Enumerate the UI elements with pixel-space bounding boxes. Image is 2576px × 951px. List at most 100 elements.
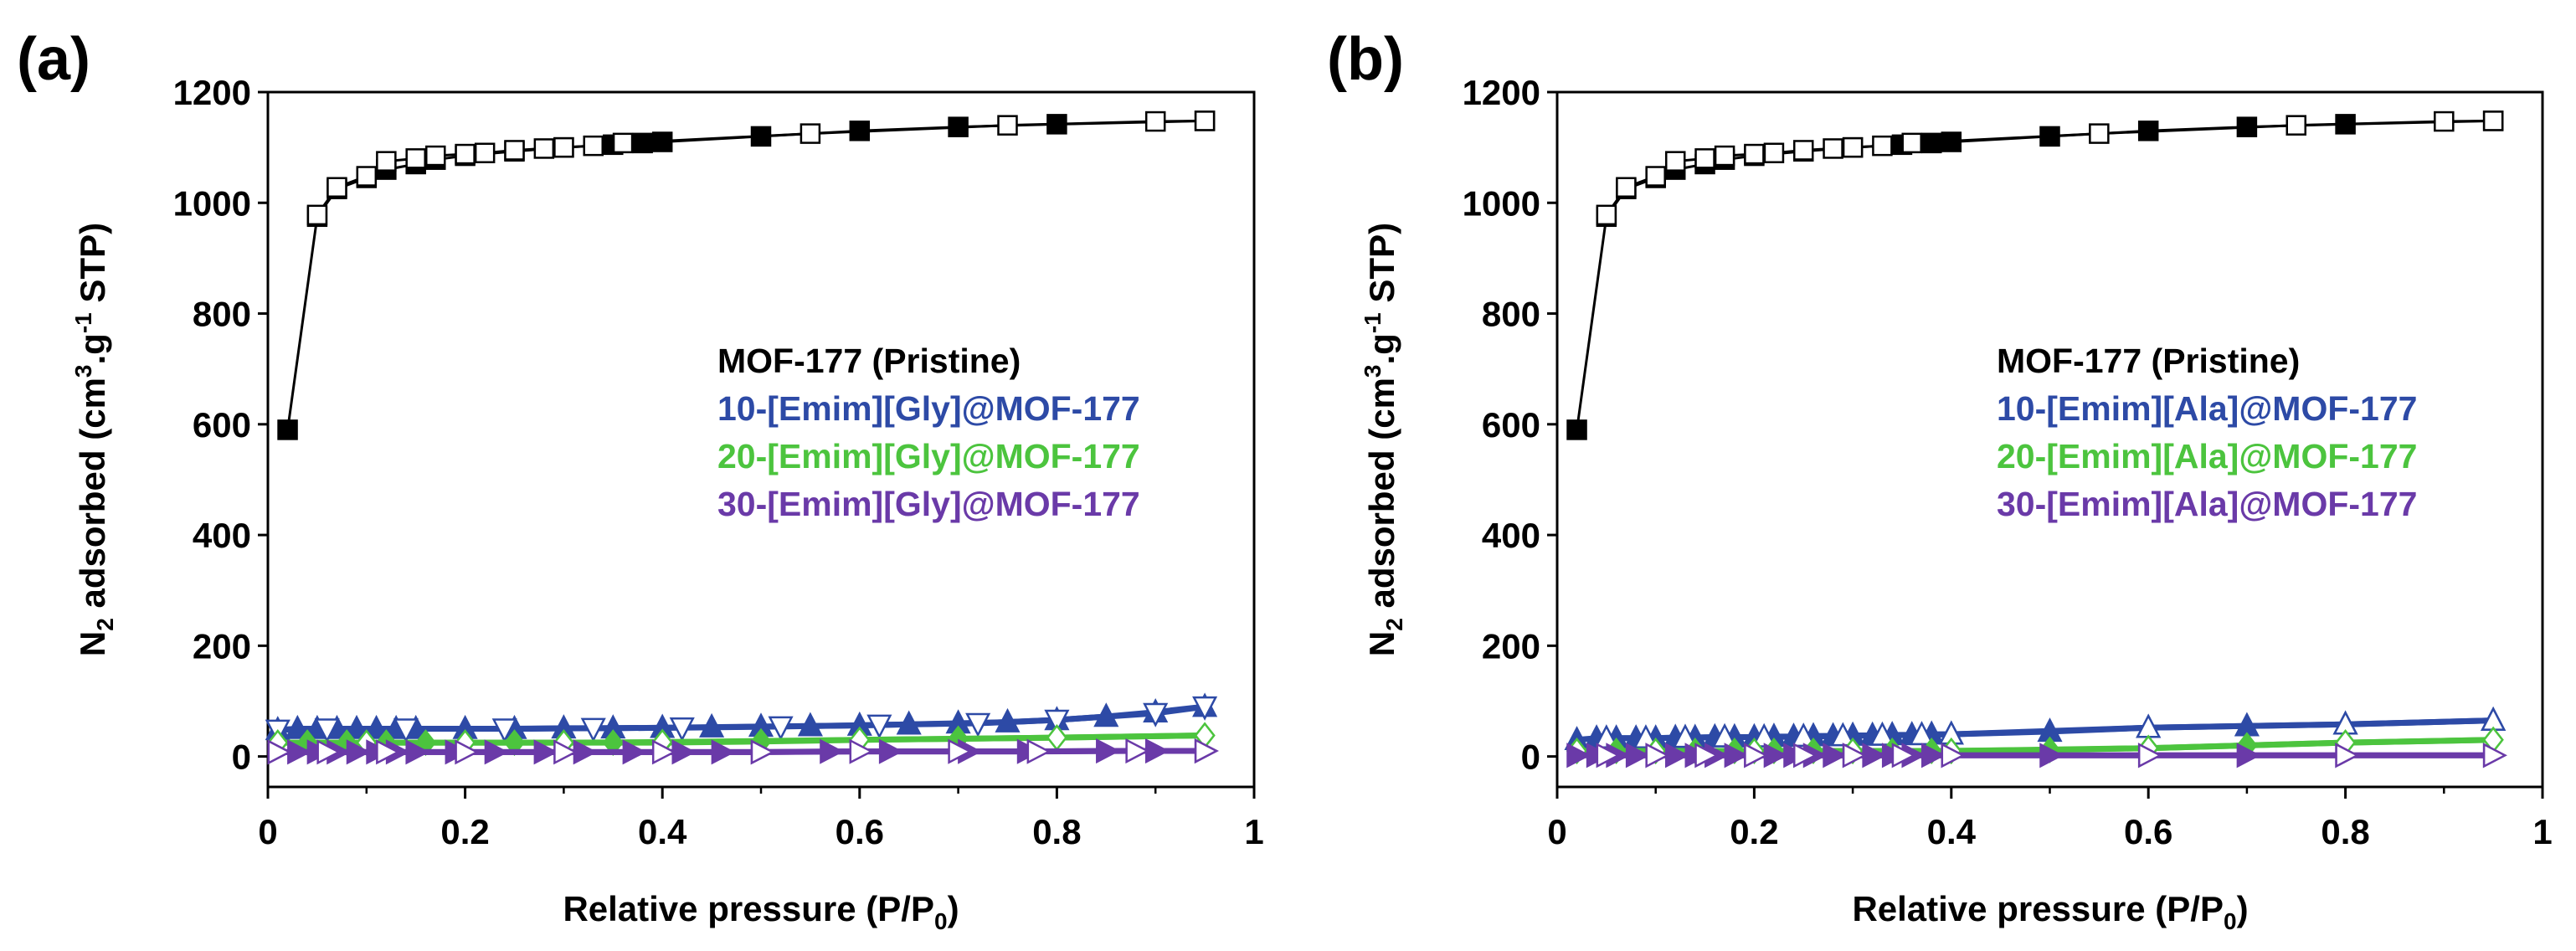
y-tick-label: 200 — [193, 626, 251, 666]
desorption-point — [768, 716, 794, 741]
desorption-point — [455, 143, 476, 165]
series-3 — [267, 738, 1219, 765]
desorption-point — [1192, 696, 1218, 721]
x-tick-label: 0.6 — [836, 812, 884, 851]
series-0 — [1566, 111, 2504, 440]
desorption-point — [1714, 145, 1735, 167]
y-tick-label: 0 — [1521, 738, 1540, 777]
desorption-point — [2482, 111, 2504, 131]
desorption-line — [277, 703, 1206, 733]
x-tick-label: 0 — [258, 812, 277, 851]
desorption-point — [1842, 743, 1867, 769]
x-axis-label: Relative pressure (P/P0) — [563, 889, 959, 934]
x-tick-label: 0.4 — [638, 812, 687, 851]
panel-a: (a) 0 0.2 0.4 0.6 0.8 1 0 200 400 600 800 1000 1200 Re… — [17, 26, 1264, 934]
x-tick-label: 0.8 — [1032, 812, 1081, 851]
desorption-point — [1694, 148, 1715, 169]
desorption-point — [1596, 204, 1617, 226]
y-tick-label: 1200 — [173, 73, 251, 112]
desorption-point — [316, 739, 342, 765]
desorption-point — [2434, 111, 2455, 132]
panel-label: (b) — [1327, 26, 1404, 93]
y-tick-label: 600 — [193, 405, 251, 445]
x-tick-label: 0.4 — [1927, 812, 1977, 851]
x-tick-label: 1 — [2532, 812, 2552, 851]
desorption-point — [326, 177, 347, 198]
desorption-point — [553, 136, 574, 158]
desorption-point — [997, 115, 1018, 136]
desorption-point — [504, 140, 525, 161]
desorption-point — [2482, 743, 2507, 769]
desorption-point — [1744, 143, 1765, 165]
desorption-point — [1645, 743, 1670, 769]
panel-label: (a) — [17, 26, 90, 93]
adsorption-point — [1566, 743, 1591, 769]
series-3 — [1566, 743, 2507, 769]
desorption-point — [1872, 135, 1893, 157]
desorption-point — [1793, 140, 1814, 161]
x-tick-label: 0.6 — [2124, 812, 2172, 851]
desorption-point — [1125, 738, 1150, 764]
x-tick-label: 0.2 — [440, 812, 489, 851]
x-tick-label: 0.8 — [2321, 812, 2369, 851]
desorption-point — [750, 739, 775, 765]
desorption-point — [405, 148, 426, 169]
desorption-point — [533, 138, 555, 159]
y-tick-label: 400 — [193, 516, 251, 555]
desorption-line — [1605, 119, 2494, 216]
desorption-point — [376, 151, 397, 172]
desorption-point — [1891, 743, 1916, 769]
desorption-point — [1194, 111, 1216, 131]
x-axis-label: Relative pressure (P/P0) — [1852, 889, 2248, 934]
desorption-point — [965, 712, 991, 738]
desorption-line — [277, 732, 1206, 746]
desorption-point — [1144, 111, 1166, 132]
desorption-point — [1901, 132, 1922, 154]
legend-entry: MOF-177 (Pristine) — [717, 342, 1021, 380]
desorption-point — [1645, 166, 1666, 187]
desorption-point — [948, 738, 973, 764]
desorption-point — [1823, 138, 1843, 159]
desorption-point — [267, 739, 292, 765]
desorption-point — [669, 717, 695, 742]
adsorption-point — [1566, 419, 1587, 440]
desorption-line — [316, 119, 1206, 216]
desorption-point — [612, 132, 634, 154]
desorption-point — [1143, 702, 1169, 727]
legend-entry: 30-[Emim][Gly]@MOF-177 — [717, 485, 1140, 523]
y-tick-label: 1200 — [1463, 73, 1540, 112]
desorption-point — [800, 123, 821, 144]
adsorption-point — [277, 419, 298, 440]
desorption-point — [1842, 136, 1864, 158]
desorption-point — [1793, 743, 1818, 769]
desorption-point — [1026, 738, 1051, 764]
legend-entry: 10-[Emim][Ala]@MOF-177 — [1997, 389, 2417, 428]
panel-b: (b) 0 0.2 0.4 0.6 0.8 1 0 200 400 600 800 1000 1200 Re… — [1327, 26, 2553, 934]
desorption-point — [583, 135, 604, 157]
y-axis-label: N2 adsorbed (cm3.g-1 STP) — [1360, 223, 1407, 656]
desorption-point — [2089, 123, 2110, 144]
desorption-point — [306, 204, 328, 226]
desorption-point — [314, 718, 340, 743]
desorption-point — [1941, 743, 1966, 769]
legend-entry: 20-[Emim][Gly]@MOF-177 — [717, 437, 1140, 476]
y-tick-label: 400 — [1482, 516, 1540, 555]
desorption-point — [553, 739, 578, 765]
y-tick-label: 1000 — [1463, 183, 1540, 223]
legend-entry: 30-[Emim][Ala]@MOF-177 — [1997, 485, 2417, 523]
desorption-point — [376, 739, 401, 765]
desorption-point — [1744, 743, 1769, 769]
legend-entry: 10-[Emim][Gly]@MOF-177 — [717, 389, 1140, 428]
y-tick-label: 1000 — [173, 183, 251, 223]
legend-entry: 20-[Emim][Ala]@MOF-177 — [1997, 437, 2417, 476]
desorption-point — [393, 718, 419, 743]
desorption-point — [2137, 743, 2162, 769]
y-tick-label: 0 — [232, 738, 251, 777]
desorption-point — [1694, 743, 1720, 769]
series-0 — [277, 111, 1216, 440]
x-tick-label: 0.2 — [1730, 812, 1778, 851]
desorption-point — [580, 717, 606, 743]
y-tick-label: 600 — [1482, 405, 1540, 445]
desorption-point — [425, 145, 446, 167]
